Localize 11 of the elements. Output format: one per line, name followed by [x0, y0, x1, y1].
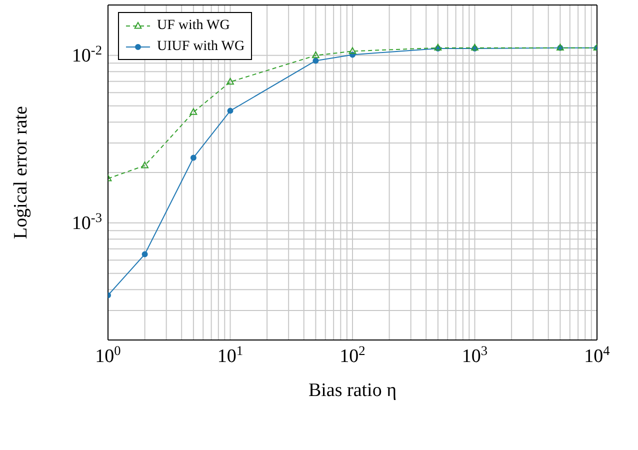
- y-tick-label: 10$^{-3}$: [72, 209, 102, 234]
- legend-label: UF with WG: [157, 18, 230, 34]
- x-axis-title: Bias ratio η: [308, 380, 397, 401]
- x-tick-label: 10$^{3}$: [462, 342, 488, 367]
- y-tick-label: 10$^{-2}$: [72, 42, 102, 66]
- y-axis-title: Logical error rate: [10, 106, 32, 239]
- x-tick-label: 10$^{1}$: [217, 342, 244, 367]
- legend-label: UIUF with WG: [157, 38, 245, 54]
- x-tick-label: 10$^{0}$: [95, 342, 122, 367]
- x-tick-label: 10$^{2}$: [340, 342, 366, 367]
- x-tick-label: 10$^{4}$: [584, 342, 610, 367]
